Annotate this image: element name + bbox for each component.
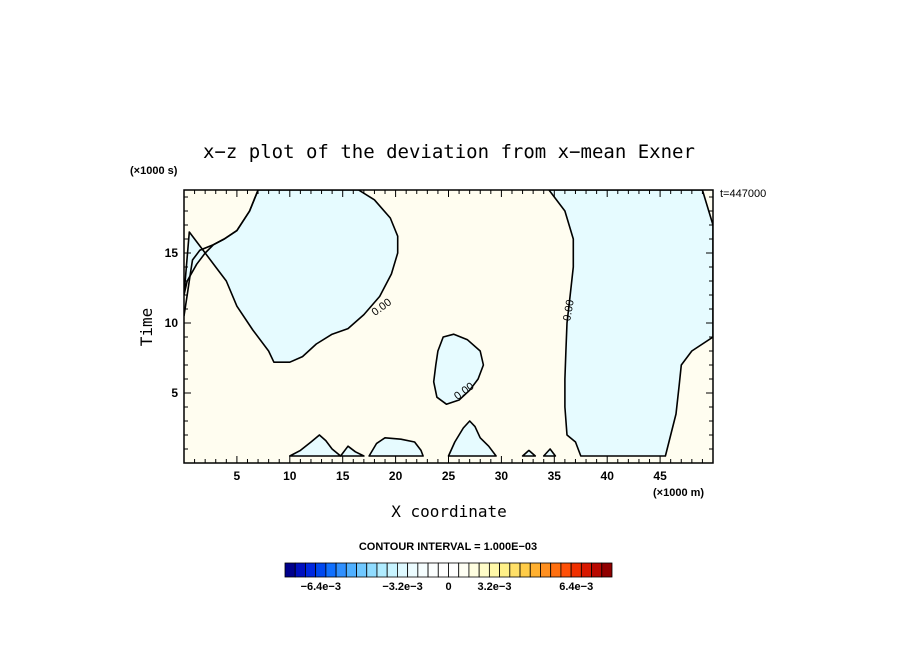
- colorbar-swatch: [427, 562, 439, 578]
- colorbar-swatch: [284, 562, 296, 578]
- colorbar-tick-label: 3.2e−3: [478, 581, 512, 593]
- colorbar-swatch: [570, 562, 582, 578]
- y-unit-label: (×1000 s): [130, 165, 178, 177]
- colorbar-tick-label: −6.4e−3: [301, 581, 341, 593]
- contour-line-upper-left-boundary: [184, 190, 259, 317]
- axis-ticks: 5 10 15 20 25 30 35 40 45 5 10 15: [165, 190, 713, 483]
- colorbar-swatch: [356, 562, 368, 578]
- colorbar-swatch: [407, 562, 419, 578]
- colorbar-tick-label: 6.4e−3: [559, 581, 593, 593]
- x-tick-label: 45: [653, 469, 667, 483]
- x-axis-label: X coordinate: [391, 502, 507, 521]
- contour-label-3: 0.00: [561, 299, 577, 322]
- x-tick-label: 40: [601, 469, 615, 483]
- colorbar-swatch: [315, 562, 327, 578]
- contour-lines: [184, 190, 259, 317]
- y-tick-label: 10: [165, 316, 179, 330]
- colorbar: [284, 562, 613, 578]
- time-stamp: t=447000: [720, 188, 766, 200]
- colorbar-swatch: [417, 562, 429, 578]
- colorbar-swatch: [519, 562, 531, 578]
- colorbar-swatch: [560, 562, 572, 578]
- colorbar-ticks: −6.4e−3 −3.2e−3 0 3.2e−3 6.4e−3: [301, 581, 594, 593]
- colorbar-swatch: [540, 562, 552, 578]
- negative-region-bottom-1: [289, 434, 342, 457]
- colorbar-swatch: [397, 562, 409, 578]
- colorbar-swatch: [601, 562, 613, 578]
- x-tick-label: 5: [234, 469, 241, 483]
- negative-region-bottom-4: [447, 420, 497, 457]
- colorbar-swatch: [335, 562, 347, 578]
- colorbar-swatch: [478, 562, 490, 578]
- colorbar-swatch: [437, 562, 449, 578]
- colorbar-swatch: [499, 562, 511, 578]
- colorbar-swatch: [529, 562, 541, 578]
- y-tick-label: 15: [165, 246, 179, 260]
- colorbar-swatch: [591, 562, 603, 578]
- y-tick-label: 5: [171, 386, 178, 400]
- negative-region-middle-blob: [432, 333, 485, 405]
- negative-region-right-band: [548, 190, 713, 457]
- negative-region-bottom-6: [542, 448, 557, 457]
- colorbar-swatch: [376, 562, 388, 578]
- colorbar-swatch: [509, 562, 521, 578]
- colorbar-swatch: [458, 562, 470, 578]
- contour-interval-label: CONTOUR INTERVAL = 1.000E−03: [359, 541, 537, 553]
- colorbar-tick-label: 0: [445, 581, 451, 593]
- colorbar-swatch: [345, 562, 357, 578]
- x-tick-label: 25: [442, 469, 456, 483]
- x-tick-label: 10: [283, 469, 297, 483]
- y-axis-label: Time: [137, 308, 156, 347]
- x-tick-label: 15: [336, 469, 350, 483]
- x-tick-label: 20: [389, 469, 403, 483]
- colorbar-swatch: [325, 562, 337, 578]
- colorbar-swatch: [294, 562, 306, 578]
- negative-region-bottom-3: [368, 437, 424, 457]
- colorbar-swatch: [448, 562, 460, 578]
- colorbar-swatch: [488, 562, 501, 578]
- colorbar-swatch: [468, 562, 480, 578]
- colorbar-swatch: [386, 562, 398, 578]
- negative-region-bottom-5: [521, 449, 537, 457]
- x-tick-label: 35: [548, 469, 562, 483]
- colorbar-swatch: [366, 562, 378, 578]
- x-unit-label: (×1000 m): [653, 487, 704, 499]
- x-tick-label: 30: [495, 469, 509, 483]
- colorbar-swatch: [305, 562, 317, 578]
- negative-region-bottom-2: [339, 445, 365, 457]
- colorbar-swatch: [580, 562, 592, 578]
- colorbar-tick-label: −3.2e−3: [382, 581, 422, 593]
- colorbar-swatch: [550, 562, 562, 578]
- chart-title: x−z plot of the deviation from x−mean Ex…: [203, 141, 695, 163]
